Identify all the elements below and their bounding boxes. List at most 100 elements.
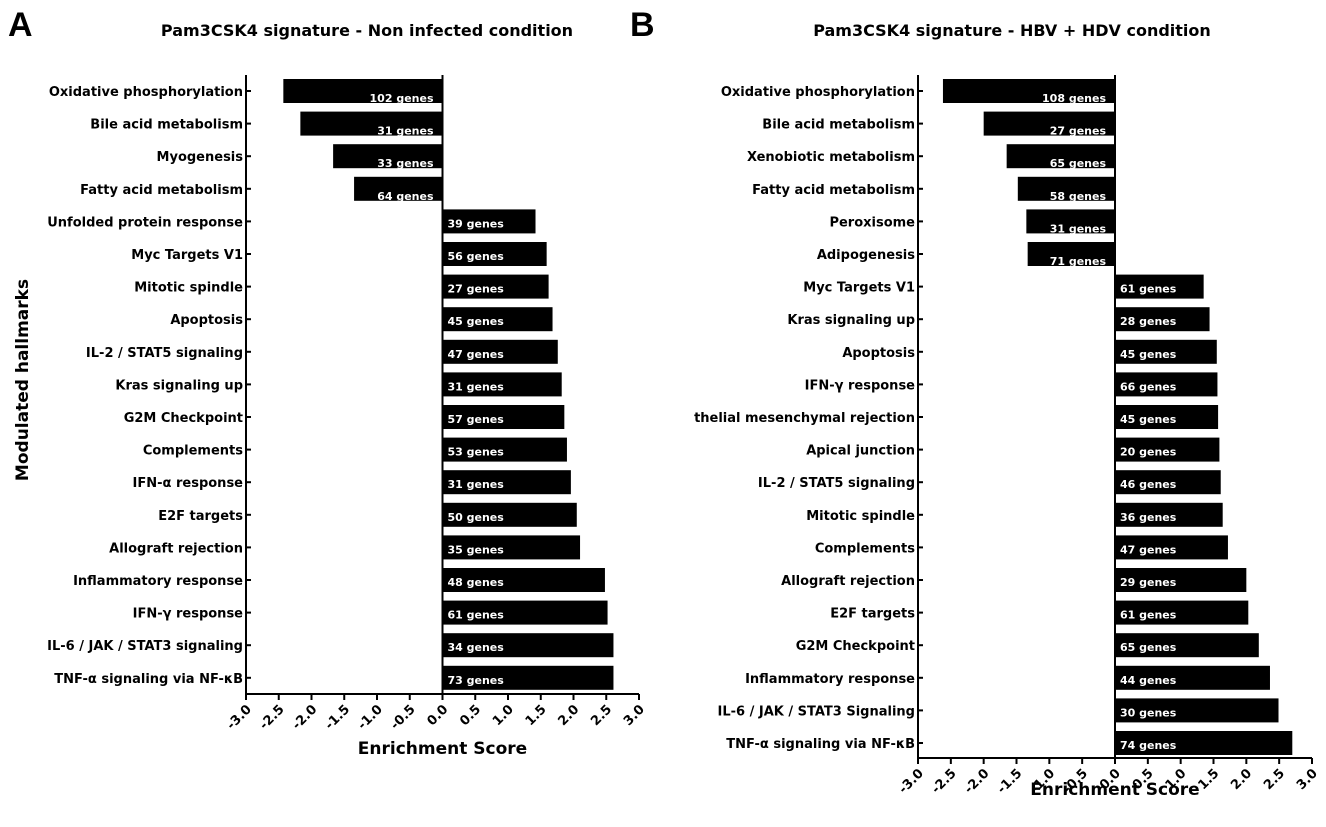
gene-count-label: 102 genes — [370, 92, 434, 105]
category-label: Bile acid metabolism — [90, 118, 243, 133]
category-label: Mitotic spindle — [134, 281, 243, 296]
gene-count-label: 61 genes — [1120, 609, 1177, 622]
category-label: E2F targets — [158, 509, 243, 524]
gene-count-label: 35 genes — [448, 543, 505, 556]
gene-count-label: 47 genes — [1120, 543, 1177, 556]
x-tick-label: 3.0 — [621, 702, 648, 729]
gene-count-label: 36 genes — [1120, 511, 1177, 524]
category-label: Myc Targets V1 — [803, 281, 915, 296]
bar-a-11 — [442, 437, 567, 462]
category-label: Myogenesis — [157, 150, 244, 165]
bar-a-5 — [442, 242, 547, 266]
category-label: Fatty acid metabolism — [80, 183, 243, 198]
bar-b-0 — [942, 79, 1115, 103]
bar-a-4 — [442, 209, 536, 234]
gene-count-label: 47 genes — [448, 348, 505, 361]
bar-a-14 — [442, 535, 581, 560]
category-label: Unfolded protein response — [47, 215, 243, 230]
bar-a-13 — [442, 502, 577, 527]
bar-a-15 — [442, 568, 605, 592]
bar-b-19 — [1115, 698, 1279, 723]
chart-panel-a: Pam3CSK4 signature - Non infected condit… — [13, 21, 648, 759]
x-tick-label: -1.5 — [322, 702, 353, 733]
bar-a-1 — [300, 111, 443, 136]
category-label: Inflammatory response — [73, 574, 243, 589]
gene-count-label: 73 genes — [448, 674, 505, 687]
bar-b-7 — [1115, 307, 1210, 332]
category-label: TNF-α signaling via NF-κB — [54, 672, 243, 687]
gene-count-label: 48 genes — [448, 576, 505, 589]
category-label: Apoptosis — [170, 313, 243, 328]
category-label: E2F targets — [830, 607, 915, 622]
bar-a-18 — [442, 665, 614, 690]
category-label: IL-6 / JAK / STAT3 Signaling — [718, 704, 915, 719]
bar-a-3 — [354, 176, 443, 201]
x-tick-label: 2.5 — [1261, 766, 1288, 793]
bar-a-0 — [283, 79, 443, 103]
category-label: Oxidative phosphorylation — [49, 85, 243, 100]
gene-count-label: 31 genes — [448, 380, 505, 393]
bar-b-18 — [1115, 665, 1270, 690]
category-label: Mitotic spindle — [806, 509, 915, 524]
x-tick-label: 3.0 — [1294, 766, 1321, 793]
category-label: Oxidative phosphorylation — [721, 85, 915, 100]
category-label: Peroxisome — [829, 215, 915, 230]
gene-count-label: 33 genes — [377, 157, 434, 170]
gene-count-label: 108 genes — [1042, 92, 1106, 105]
gene-count-label: 34 genes — [448, 641, 505, 654]
category-label: Allograft rejection — [781, 574, 915, 589]
x-tick-label: 1.5 — [523, 702, 550, 729]
category-label: IL-2 / STAT5 signaling — [86, 346, 243, 361]
gene-count-label: 28 genes — [1120, 315, 1177, 328]
bar-a-6 — [442, 274, 549, 299]
bar-b-3 — [1017, 176, 1115, 201]
gene-count-label: 61 genes — [448, 609, 505, 622]
category-label: Kras signaling up — [787, 313, 915, 328]
x-tick-label: 2.0 — [555, 702, 582, 729]
gene-count-label: 53 genes — [448, 446, 505, 459]
bar-b-5 — [1027, 242, 1115, 266]
x-tick-label: -2.5 — [257, 702, 288, 733]
chart-title-b: Pam3CSK4 signature - HBV + HDV condition — [813, 21, 1211, 40]
category-label: IL-2 / STAT5 signaling — [758, 476, 915, 491]
category-label: IFN-α response — [133, 476, 244, 491]
bar-a-7 — [442, 307, 553, 332]
chart-title-a: Pam3CSK4 signature - Non infected condit… — [161, 21, 573, 40]
x-tick-label: -2.0 — [962, 766, 993, 797]
x-tick-label: -2.5 — [929, 766, 960, 797]
gene-count-label: 45 genes — [448, 315, 505, 328]
category-label: Complements — [143, 444, 243, 459]
gene-count-label: 50 genes — [448, 511, 505, 524]
gene-count-label: 58 genes — [1050, 190, 1107, 203]
category-label: thelial mesenchymal rejection — [694, 411, 915, 426]
bar-b-17 — [1115, 633, 1259, 658]
gene-count-label: 31 genes — [448, 478, 505, 491]
bar-b-14 — [1115, 535, 1228, 560]
gene-count-label: 27 genes — [1050, 125, 1107, 138]
gene-count-label: 30 genes — [1120, 706, 1177, 719]
x-tick-label: 1.0 — [490, 702, 517, 729]
category-label: IFN-γ response — [133, 607, 244, 622]
x-tick-label: -1.0 — [355, 702, 386, 733]
bar-b-2 — [1006, 144, 1115, 169]
gene-count-label: 39 genes — [448, 217, 505, 230]
category-label: IFN-γ response — [805, 378, 916, 393]
category-label: TNF-α signaling via NF-κB — [726, 737, 915, 752]
category-label: Apoptosis — [842, 346, 915, 361]
gene-count-label: 66 genes — [1120, 380, 1177, 393]
category-label: Adipogenesis — [817, 248, 915, 263]
bar-b-8 — [1115, 339, 1217, 364]
category-label: Complements — [815, 541, 915, 556]
gene-count-label: 61 genes — [1120, 283, 1177, 296]
category-label: G2M Checkpoint — [124, 411, 243, 426]
bar-a-10 — [442, 405, 565, 429]
gene-count-label: 57 genes — [448, 413, 505, 426]
bar-b-1 — [983, 111, 1115, 136]
bar-a-2 — [333, 144, 443, 169]
x-tick-label: -1.5 — [995, 766, 1026, 797]
gene-count-label: 45 genes — [1120, 348, 1177, 361]
x-tick-label: -3.0 — [224, 702, 255, 733]
bar-a-16 — [442, 600, 608, 625]
gene-count-label: 71 genes — [1050, 255, 1107, 268]
gene-count-label: 27 genes — [448, 283, 505, 296]
